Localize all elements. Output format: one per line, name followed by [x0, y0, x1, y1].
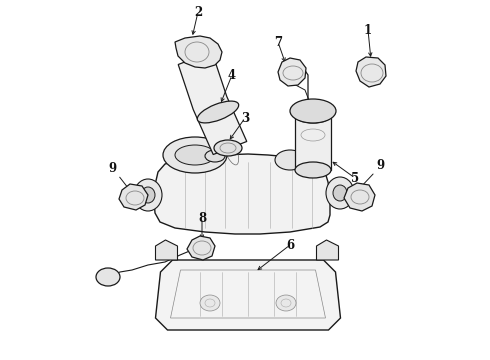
Ellipse shape	[295, 107, 331, 123]
Ellipse shape	[295, 162, 331, 178]
Polygon shape	[344, 183, 375, 211]
Ellipse shape	[197, 101, 239, 123]
Ellipse shape	[134, 179, 162, 211]
Polygon shape	[187, 236, 215, 260]
Ellipse shape	[141, 187, 155, 203]
Ellipse shape	[326, 177, 354, 209]
Polygon shape	[119, 184, 148, 210]
Ellipse shape	[163, 137, 227, 173]
Text: 4: 4	[228, 68, 236, 81]
Text: 9: 9	[108, 162, 116, 175]
Ellipse shape	[175, 145, 215, 165]
Text: 2: 2	[194, 5, 202, 18]
Polygon shape	[155, 240, 177, 260]
Text: 8: 8	[198, 212, 206, 225]
Text: 7: 7	[274, 36, 282, 49]
Text: 9: 9	[376, 158, 384, 171]
Ellipse shape	[290, 99, 336, 123]
Ellipse shape	[205, 150, 225, 162]
Bar	[295, 115, 331, 170]
Ellipse shape	[96, 268, 120, 286]
Polygon shape	[178, 51, 247, 154]
Polygon shape	[278, 58, 306, 86]
Ellipse shape	[275, 150, 305, 170]
Polygon shape	[154, 154, 330, 234]
Text: 5: 5	[351, 171, 359, 185]
Text: 1: 1	[364, 23, 372, 36]
Polygon shape	[317, 240, 339, 260]
Text: 3: 3	[241, 112, 249, 125]
Ellipse shape	[276, 295, 296, 311]
Polygon shape	[155, 260, 341, 330]
Text: 6: 6	[286, 239, 294, 252]
Polygon shape	[175, 36, 222, 68]
Polygon shape	[356, 57, 386, 87]
Ellipse shape	[200, 295, 220, 311]
Ellipse shape	[333, 185, 347, 201]
Ellipse shape	[214, 140, 242, 156]
